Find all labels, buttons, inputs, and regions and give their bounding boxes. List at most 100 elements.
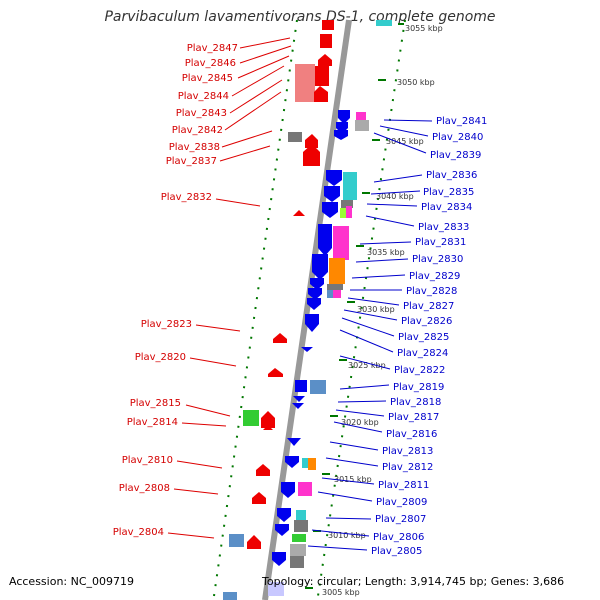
gene-block[interactable] (315, 66, 329, 86)
gene-arrow[interactable] (285, 456, 299, 468)
gene-block[interactable] (298, 482, 312, 496)
gene-block[interactable] (340, 208, 346, 218)
gene-block[interactable] (322, 20, 334, 30)
gene-block[interactable] (294, 520, 308, 532)
gene-arrow[interactable] (301, 347, 313, 352)
gene-block[interactable] (346, 206, 352, 218)
gene-label-right[interactable]: Plav_2813 (382, 446, 433, 457)
gene-arrow[interactable] (305, 134, 318, 148)
gene-label-left[interactable]: Plav_2808 (119, 483, 170, 494)
gene-block[interactable] (333, 290, 341, 298)
gene-block[interactable] (327, 284, 343, 290)
gene-label-right[interactable]: Plav_2806 (373, 532, 424, 543)
gene-arrow[interactable] (292, 403, 304, 409)
gene-label-left[interactable]: Plav_2847 (187, 43, 238, 54)
gene-block[interactable] (243, 410, 259, 426)
gene-block[interactable] (268, 582, 284, 596)
gene-label-right[interactable]: Plav_2825 (398, 332, 449, 343)
gene-block[interactable] (343, 172, 357, 200)
gene-label-right[interactable]: Plav_2811 (378, 480, 429, 491)
gene-block[interactable] (333, 226, 349, 260)
gene-label-right[interactable]: Plav_2826 (401, 316, 452, 327)
gene-label-right[interactable]: Plav_2833 (418, 222, 469, 233)
gene-label-left[interactable]: Plav_2842 (172, 125, 223, 136)
gene-arrow[interactable] (322, 202, 338, 218)
gene-label-right[interactable]: Plav_2822 (394, 365, 445, 376)
gene-arrow[interactable] (293, 210, 305, 216)
gene-label-left[interactable]: Plav_2837 (166, 156, 217, 167)
gene-block[interactable] (290, 556, 304, 568)
gene-block[interactable] (229, 534, 244, 547)
gene-arrow[interactable] (256, 464, 270, 476)
gene-block[interactable] (341, 200, 353, 208)
gene-label-right[interactable]: Plav_2836 (426, 170, 477, 181)
gene-arrow[interactable] (324, 186, 340, 202)
gene-arrow[interactable] (308, 288, 322, 300)
gene-label-right[interactable]: Plav_2831 (415, 237, 466, 248)
gene-label-right[interactable]: Plav_2840 (432, 132, 483, 143)
gene-label-right[interactable]: Plav_2828 (406, 286, 457, 297)
gene-label-left[interactable]: Plav_2820 (135, 352, 186, 363)
gene-label-right[interactable]: Plav_2812 (382, 462, 433, 473)
gene-block[interactable] (288, 132, 302, 142)
gene-arrow[interactable] (334, 130, 348, 140)
gene-label-left[interactable]: Plav_2844 (178, 91, 229, 102)
gene-block[interactable] (356, 112, 366, 121)
gene-label-left[interactable]: Plav_2814 (127, 417, 178, 428)
gene-label-right[interactable]: Plav_2818 (390, 397, 441, 408)
gene-arrow[interactable] (305, 314, 319, 332)
gene-label-right[interactable]: Plav_2805 (371, 546, 422, 557)
gene-block[interactable] (310, 380, 326, 394)
gene-label-left[interactable]: Plav_2832 (161, 192, 212, 203)
gene-label-right[interactable]: Plav_2827 (403, 301, 454, 312)
gene-block[interactable] (223, 592, 237, 600)
gene-block[interactable] (295, 64, 315, 102)
gene-label-right[interactable]: Plav_2841 (436, 116, 487, 127)
gene-label-right[interactable]: Plav_2817 (388, 412, 439, 423)
gene-arrow[interactable] (275, 524, 289, 536)
gene-arrow[interactable] (281, 482, 295, 498)
gene-arrow[interactable] (277, 508, 291, 522)
gene-block[interactable] (308, 458, 316, 470)
gene-label-right[interactable]: Plav_2834 (421, 202, 472, 213)
gene-label-left[interactable]: Plav_2843 (176, 108, 227, 119)
gene-block[interactable] (320, 34, 332, 48)
gene-block[interactable] (292, 534, 306, 542)
gene-arrow[interactable] (310, 278, 324, 290)
gene-arrow[interactable] (307, 298, 321, 310)
gene-label-left[interactable]: Plav_2823 (141, 319, 192, 330)
gene-label-right[interactable]: Plav_2835 (423, 187, 474, 198)
gene-label-left[interactable]: Plav_2838 (169, 142, 220, 153)
gene-label-right[interactable]: Plav_2819 (393, 382, 444, 393)
gene-arrow[interactable] (338, 110, 350, 124)
gene-label-right[interactable]: Plav_2816 (386, 429, 437, 440)
gene-label-left[interactable]: Plav_2804 (113, 527, 164, 538)
gene-block[interactable] (376, 20, 392, 26)
gene-arrow[interactable] (261, 411, 275, 428)
gene-arrow[interactable] (263, 425, 273, 430)
gene-label-right[interactable]: Plav_2839 (430, 150, 481, 161)
gene-block[interactable] (329, 258, 345, 284)
gene-arrow[interactable] (293, 396, 305, 402)
gene-label-right[interactable]: Plav_2807 (375, 514, 426, 525)
gene-arrow[interactable] (318, 224, 332, 256)
gene-label-left[interactable]: Plav_2815 (130, 398, 181, 409)
gene-label-right[interactable]: Plav_2829 (409, 271, 460, 282)
gene-arrow[interactable] (303, 144, 320, 166)
gene-block[interactable] (355, 120, 369, 131)
gene-label-left[interactable]: Plav_2810 (122, 455, 173, 466)
gene-arrow[interactable] (326, 170, 342, 186)
gene-arrow[interactable] (314, 86, 328, 102)
gene-label-right[interactable]: Plav_2809 (376, 497, 427, 508)
gene-arrow[interactable] (287, 438, 301, 446)
gene-arrow[interactable] (268, 368, 283, 377)
gene-arrow[interactable] (273, 333, 287, 343)
gene-label-left[interactable]: Plav_2846 (185, 58, 236, 69)
gene-label-left[interactable]: Plav_2845 (182, 73, 233, 84)
gene-label-right[interactable]: Plav_2830 (412, 254, 463, 265)
gene-arrow[interactable] (247, 535, 261, 549)
gene-arrow[interactable] (252, 492, 266, 504)
gene-label-right[interactable]: Plav_2824 (397, 348, 448, 359)
gene-block[interactable] (327, 290, 333, 298)
gene-arrow[interactable] (318, 54, 332, 66)
